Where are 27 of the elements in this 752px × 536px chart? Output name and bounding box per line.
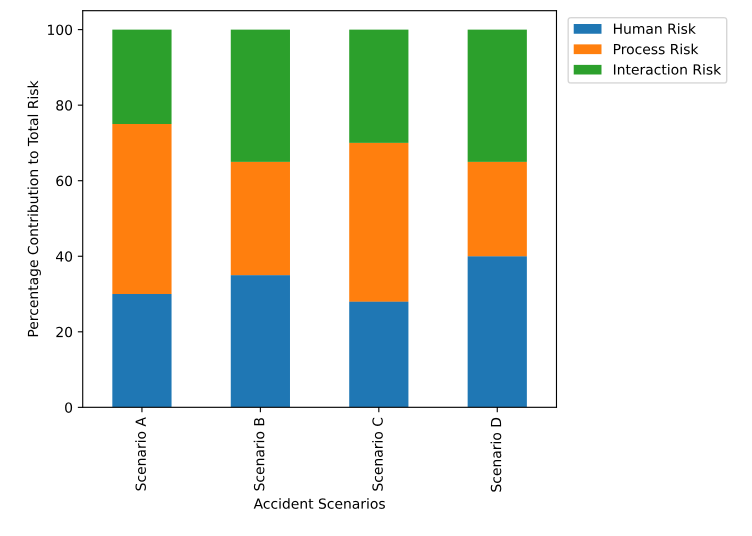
- bar: [349, 142, 408, 302]
- x-tick-label: Scenario B: [254, 418, 264, 490]
- bar: [112, 124, 172, 294]
- y-tick-label: 20: [56, 326, 72, 338]
- y-tick-label: 40: [56, 251, 72, 262]
- bar: [349, 30, 408, 143]
- bar: [112, 294, 172, 408]
- bar: [230, 275, 290, 408]
- bar: [468, 256, 527, 408]
- bar: [349, 302, 408, 408]
- legend-label: Interaction Risk: [614, 64, 722, 75]
- bar: [468, 162, 527, 256]
- y-tick-label: 60: [56, 176, 72, 186]
- x-tick-label: Scenario C: [372, 418, 383, 491]
- bar: [468, 30, 527, 162]
- bar: [230, 30, 290, 162]
- bar: [230, 162, 290, 276]
- x-tick-label: Scenario D: [490, 418, 502, 492]
- y-tick-label: 100: [48, 24, 72, 36]
- y-axis-title: Percentage Contribution to Total Risk: [27, 80, 41, 336]
- y-tick-label: 0: [65, 402, 72, 413]
- y-tick-label: 80: [56, 100, 72, 111]
- legend-label: Human Risk: [614, 23, 696, 34]
- x-axis-title: Accident Scenarios: [254, 498, 385, 509]
- legend-label: Process Risk: [614, 44, 698, 54]
- bar: [112, 30, 172, 124]
- x-tick-label: Scenario A: [135, 417, 146, 490]
